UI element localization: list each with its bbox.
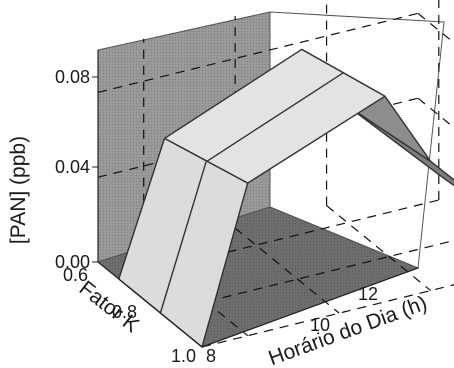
x-tick-label: 8 [206, 346, 216, 366]
floor-grid-line [201, 284, 454, 348]
y-tick-label: 0.8 [112, 302, 137, 322]
x-axis-ticks: 8 10 12 [206, 284, 378, 366]
floor-grid-line [234, 227, 340, 314]
z-axis-title: [PAN] (ppb) [7, 136, 30, 244]
z-axis-ticks: 0.00 0.04 0.08 [55, 67, 98, 272]
right-wall-grid-line [417, 12, 454, 44]
y-axis-ticks: 0.6 0.8 1.0 [63, 265, 196, 366]
z-tick-label: 0.08 [55, 67, 90, 87]
surface-grid-line [159, 161, 207, 314]
floor-grid-line [326, 205, 431, 292]
x-axis-line [201, 267, 419, 348]
right-wall-grid-line [417, 97, 454, 129]
surface [118, 48, 454, 348]
z-tick-label: 0.00 [55, 252, 90, 272]
y-tick-label: 1.0 [171, 346, 196, 366]
x-tick-label: 12 [358, 284, 378, 304]
z-tick-label: 0.04 [55, 157, 90, 177]
y-axis-line [97, 261, 203, 348]
x-tick-label: 10 [310, 315, 330, 335]
back-wall-grid-line [97, 12, 419, 93]
surface-grid-line [205, 72, 344, 163]
y-tick-label: 0.6 [63, 265, 88, 285]
